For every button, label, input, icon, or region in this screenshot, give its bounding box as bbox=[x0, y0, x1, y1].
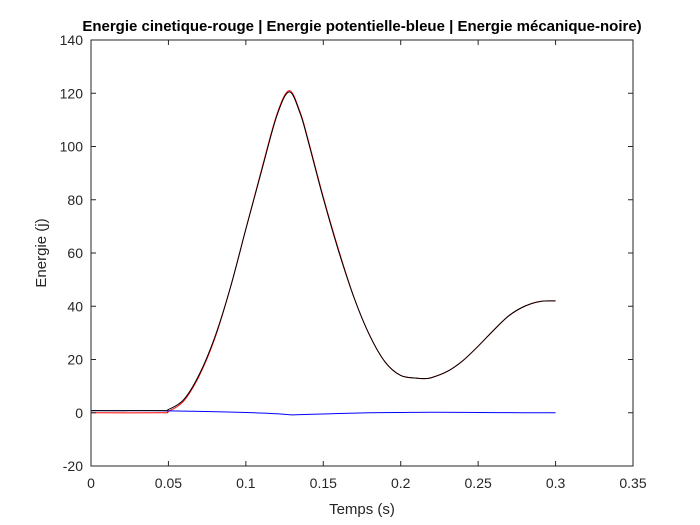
chart-title: Energie cinetique-rouge | Energie potent… bbox=[82, 18, 641, 35]
y-tick-label: 40 bbox=[67, 298, 83, 314]
axes-layer: 0 0.05 0.1 0.15 0.2 0.25 0.3 0.35-2002040608010… bbox=[60, 32, 647, 491]
x-tick-label: 0.05 bbox=[155, 475, 182, 491]
series-layer bbox=[90, 90, 556, 416]
y-tick-label: 100 bbox=[60, 139, 84, 155]
y-tick-label: 120 bbox=[60, 85, 84, 101]
y-tick-label: 20 bbox=[67, 352, 83, 368]
x-tick-label: 0.15 bbox=[310, 475, 337, 491]
x-tick-label: 0.35 bbox=[619, 475, 646, 491]
x-axis-label: Temps (s) bbox=[329, 501, 395, 518]
y-tick-label: 60 bbox=[67, 245, 83, 261]
series-line-2 bbox=[90, 410, 556, 416]
y-tick-label: 0 bbox=[75, 405, 83, 421]
y-tick-label: 80 bbox=[67, 192, 83, 208]
plot-area bbox=[91, 40, 633, 466]
y-tick-label: -20 bbox=[63, 458, 83, 474]
x-tick-label: 0.25 bbox=[465, 475, 492, 491]
x-tick-label: 0 bbox=[87, 475, 95, 491]
x-tick-label: 0.2 bbox=[391, 475, 411, 491]
x-tick-label: 0.1 bbox=[236, 475, 256, 491]
y-tick-label: 140 bbox=[60, 32, 84, 48]
y-axis-label: Energie (j) bbox=[33, 218, 50, 287]
x-tick-label: 0.3 bbox=[546, 475, 566, 491]
series-line-3 bbox=[90, 91, 556, 412]
